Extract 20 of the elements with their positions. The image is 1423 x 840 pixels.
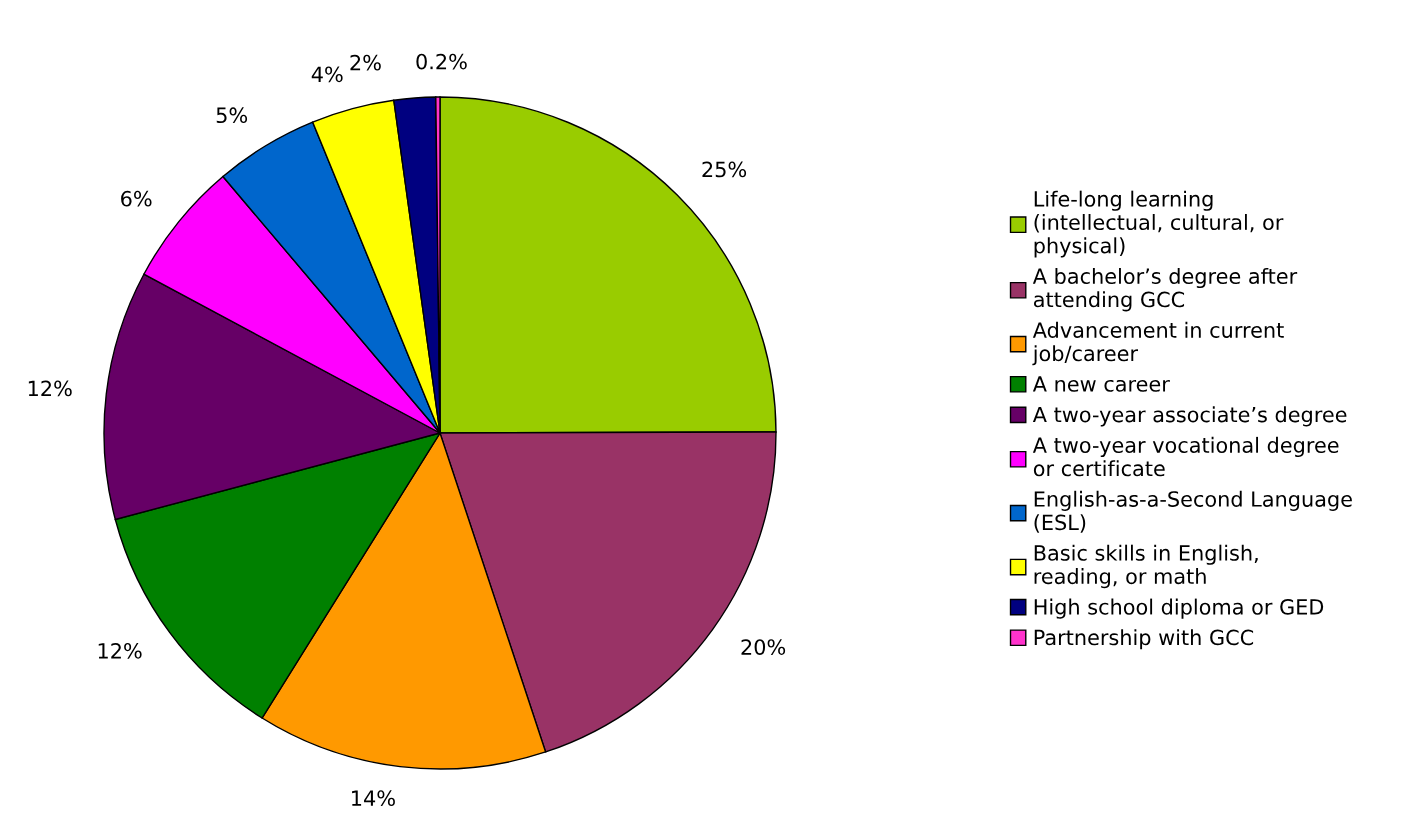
legend-label: High school diploma or GED <box>1034 598 1324 619</box>
data-label: 4% <box>311 66 343 83</box>
data-label: 14% <box>352 790 395 807</box>
data-label: 6% <box>121 190 152 207</box>
legend-label: A new career <box>1032 376 1170 392</box>
data-label: 25% <box>702 161 747 178</box>
data-label: 20% <box>741 639 786 655</box>
legend-label: Partnership with GCC <box>1034 629 1254 650</box>
legend-label: English-as-a-Second Language (ESL) <box>1034 490 1352 533</box>
data-label: 0.2% <box>416 53 467 70</box>
data-label: 12% <box>98 642 142 659</box>
legend-label: A bachelor’s degree after attending GCC <box>1032 267 1298 312</box>
legend-label: Advancement in current job/career <box>1032 321 1284 366</box>
data-label: 12% <box>28 380 72 397</box>
data-label: 2% <box>350 54 381 71</box>
legend-label: Basic skills in English, reading, or math <box>1034 544 1258 589</box>
legend-label: A two-year associate’s degree <box>1032 406 1347 427</box>
data-label: 5% <box>216 107 248 124</box>
legend-label: Life-long learning (intellectual, cultural, or physical) <box>1034 190 1284 258</box>
legend-label: A two-year vocational degree or certificate <box>1032 436 1339 477</box>
